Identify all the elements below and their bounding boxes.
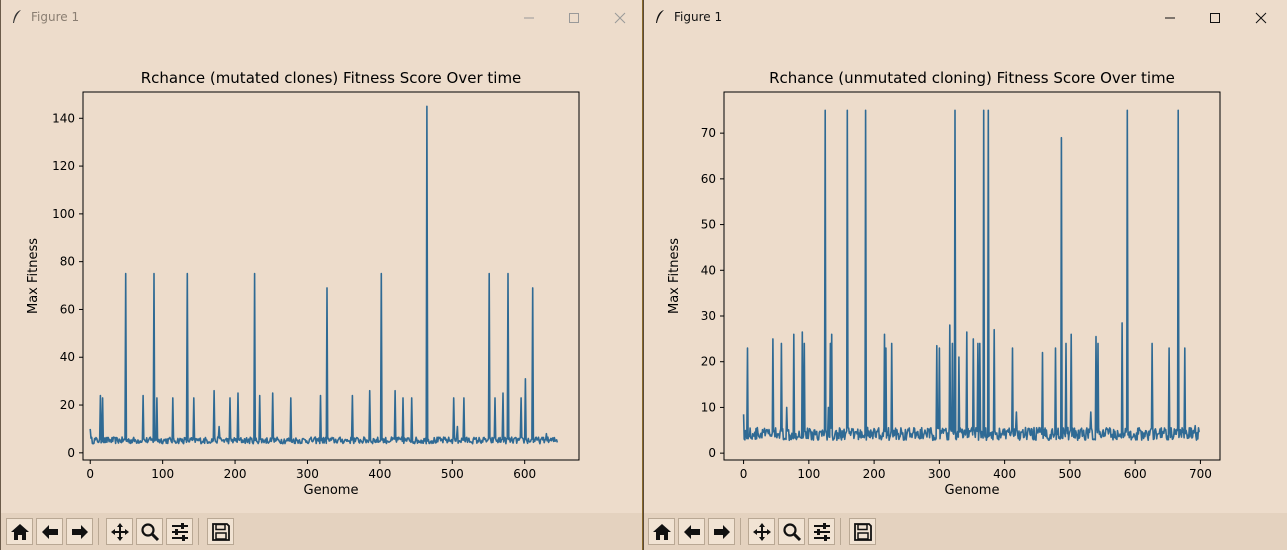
x-axis-label: Genome (304, 483, 359, 498)
x-tick-label: 0 (86, 467, 94, 481)
navigation-toolbar (644, 513, 1287, 550)
x-tick-label: 500 (1058, 467, 1081, 481)
y-tick-label: 40 (60, 350, 75, 364)
toolbar-separator (740, 518, 741, 545)
y-tick-label: 0 (708, 446, 716, 460)
pan-button[interactable] (106, 518, 133, 545)
x-tick-label: 600 (513, 467, 536, 481)
axes-frame (723, 91, 1221, 461)
magnifier-icon (140, 522, 159, 541)
figure-window-left: Figure 1 0 100 200 300 400 500 600 0 20 40 60 80 100… (0, 0, 642, 550)
y-tick-label: 60 (701, 172, 716, 186)
x-tick-label: 300 (296, 467, 319, 481)
maximize-icon (569, 12, 579, 23)
x-tick-label: 400 (368, 467, 391, 481)
arrow-left-icon (683, 524, 700, 539)
y-tick-label: 80 (60, 255, 75, 269)
figure-window-right: Figure 1 0 100 200 300 400 500 600 700 0 10 20 30 40… (643, 0, 1287, 550)
x-tick-label: 100 (151, 467, 174, 481)
x-tick-label: 0 (740, 467, 748, 481)
chart-title: Rchance (mutated clones) Fitness Score O… (141, 69, 522, 87)
y-tick-label: 10 (701, 400, 716, 414)
toolbar-separator (198, 518, 199, 545)
arrow-right-icon (71, 524, 88, 539)
x-tick-label: 200 (863, 467, 886, 481)
chart-mutated-clones[interactable]: 0 100 200 300 400 500 600 0 20 40 60 80 100 120 140 Rch… (1, 35, 642, 513)
toolbar-separator (840, 518, 841, 545)
arrow-right-icon (713, 524, 730, 539)
x-tick-label: 100 (797, 467, 820, 481)
x-tick-label: 200 (224, 467, 247, 481)
home-icon (10, 523, 29, 540)
series-line (89, 105, 559, 445)
close-button[interactable] (597, 0, 642, 35)
axes-frame (82, 91, 580, 461)
y-tick-label: 120 (52, 159, 75, 173)
y-axis-label: Max Fitness (667, 238, 682, 314)
x-axis-label: Genome (945, 483, 1000, 498)
chart-unmutated-cloning[interactable]: 0 100 200 300 400 500 600 700 0 10 20 30 40 50 60 70 Rch… (644, 35, 1287, 513)
close-button[interactable] (1238, 0, 1284, 35)
chart-title: Rchance (unmutated cloning) Fitness Scor… (769, 69, 1175, 87)
window-title: Figure 1 (31, 10, 80, 24)
maximize-icon (1210, 12, 1220, 23)
y-axis-label: Max Fitness (26, 238, 41, 314)
forward-button[interactable] (708, 518, 735, 545)
maximize-button[interactable] (1192, 0, 1238, 35)
zoom-button[interactable] (778, 518, 805, 545)
y-tick-label: 100 (52, 207, 75, 221)
move-icon (752, 522, 771, 541)
minimize-icon (1165, 17, 1175, 18)
y-tick-label: 70 (701, 126, 716, 140)
minimize-button[interactable] (506, 0, 552, 35)
floppy-disk-icon (853, 522, 872, 541)
home-icon (652, 523, 671, 540)
configure-button[interactable] (808, 518, 835, 545)
x-tick-label: 700 (1189, 467, 1212, 481)
zoom-button[interactable] (136, 518, 163, 545)
y-tick-label: 20 (701, 355, 716, 369)
magnifier-icon (782, 522, 801, 541)
title-bar[interactable]: Figure 1 (644, 0, 1287, 35)
x-tick-label: 500 (441, 467, 464, 481)
home-button[interactable] (648, 518, 675, 545)
back-button[interactable] (678, 518, 705, 545)
close-icon (614, 12, 626, 23)
save-button[interactable] (849, 518, 876, 545)
forward-button[interactable] (66, 518, 93, 545)
y-tick-label: 0 (67, 446, 75, 460)
y-tick-label: 40 (701, 263, 716, 277)
y-tick-label: 20 (60, 398, 75, 412)
move-icon (110, 522, 129, 541)
y-tick-label: 50 (701, 218, 716, 232)
x-tick-label: 300 (928, 467, 951, 481)
y-tick-label: 140 (52, 111, 75, 125)
x-tick-label: 600 (1124, 467, 1147, 481)
toolbar-separator (98, 518, 99, 545)
pan-button[interactable] (748, 518, 775, 545)
feather-icon (13, 10, 21, 23)
close-icon (1255, 12, 1267, 23)
home-button[interactable] (6, 518, 33, 545)
title-bar[interactable]: Figure 1 (1, 0, 642, 35)
minimize-button[interactable] (1147, 0, 1193, 35)
navigation-toolbar (1, 513, 642, 550)
arrow-left-icon (41, 524, 58, 539)
save-button[interactable] (207, 518, 234, 545)
configure-button[interactable] (166, 518, 193, 545)
window-title: Figure 1 (674, 10, 723, 24)
x-tick-label: 400 (993, 467, 1016, 481)
sliders-icon (171, 522, 188, 541)
y-tick-label: 30 (701, 309, 716, 323)
sliders-icon (813, 522, 830, 541)
minimize-icon (524, 17, 534, 18)
floppy-disk-icon (211, 522, 230, 541)
y-tick-label: 60 (60, 302, 75, 316)
series-line (742, 109, 1200, 442)
feather-icon (656, 10, 664, 23)
back-button[interactable] (36, 518, 63, 545)
maximize-button[interactable] (551, 0, 597, 35)
